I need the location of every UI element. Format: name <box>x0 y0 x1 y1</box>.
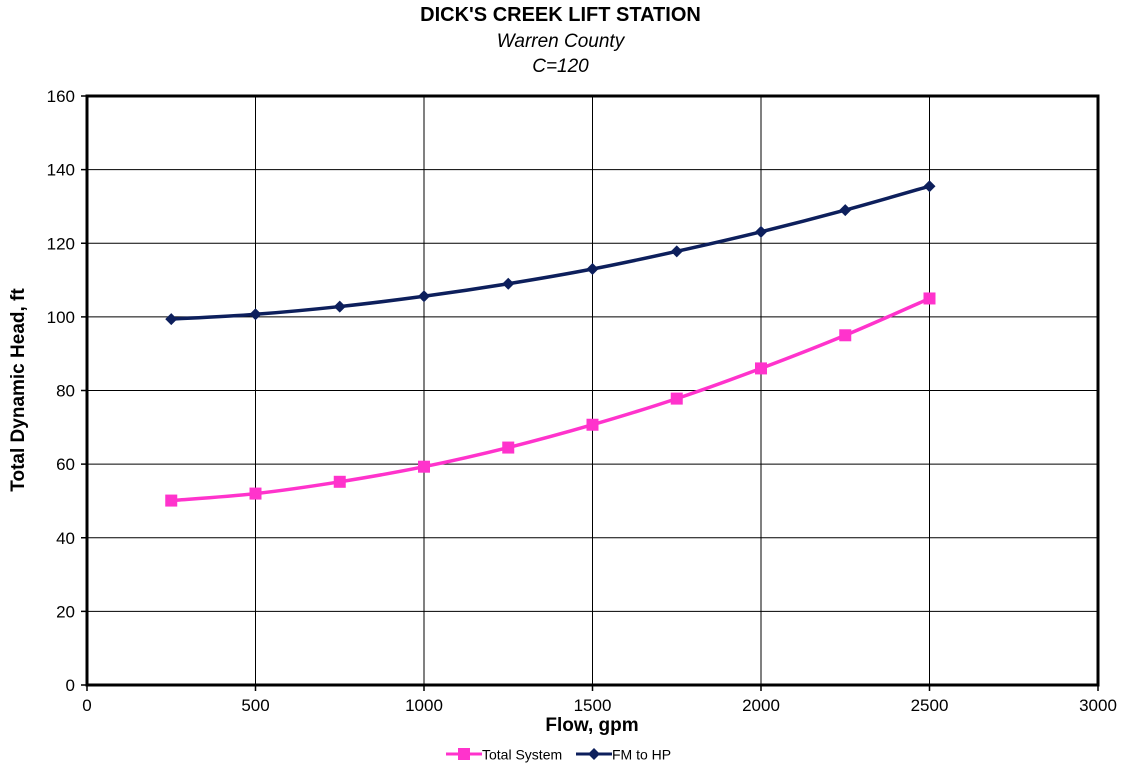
square-data-point <box>670 392 683 405</box>
line-chart: 0 20 40 60 80 100 120 140 160 0 500 1000 1500 2000 25… <box>8 87 1117 736</box>
square-data-point <box>839 329 852 342</box>
diamond-data-point <box>670 245 683 258</box>
y-tick-label: 20 <box>56 602 75 621</box>
x-axis-label: Flow, gpm <box>545 715 638 736</box>
series-line <box>171 296 931 503</box>
square-data-point <box>333 475 346 488</box>
y-tick-label: 140 <box>47 161 75 180</box>
series-group <box>165 180 936 507</box>
square-data-point <box>923 292 936 305</box>
grid-lines <box>87 96 1098 685</box>
chart-subtitle: Warren County <box>496 31 625 52</box>
square-data-point <box>502 441 515 454</box>
y-axis-label: Total Dynamic Head, ft <box>8 288 29 492</box>
chart-legend: Total System FM to HP <box>0 745 1121 765</box>
square-data-point <box>165 494 178 507</box>
x-tick-label: 1500 <box>574 696 612 715</box>
diamond-data-point <box>755 225 767 238</box>
y-tick-label: 100 <box>47 308 75 327</box>
y-tick-label: 40 <box>56 529 75 548</box>
x-tick-label: 500 <box>241 696 269 715</box>
diamond-data-point <box>839 204 852 217</box>
diamond-data-point <box>502 277 515 290</box>
y-tick-label: 160 <box>47 87 75 106</box>
y-tick-label: 60 <box>56 455 75 474</box>
square-data-point <box>755 362 767 375</box>
diamond-data-point <box>923 180 936 193</box>
x-tick-label: 2500 <box>911 696 949 715</box>
legend-swatch-marker <box>458 748 470 761</box>
legend-item: Total System <box>446 745 562 762</box>
diamond-data-point <box>165 313 178 326</box>
chart-title: DICK'S CREEK LIFT STATION <box>420 4 701 26</box>
diamond-data-point <box>249 308 262 321</box>
x-tick-label: 3000 <box>1079 696 1117 715</box>
x-tick-label: 1000 <box>405 696 443 715</box>
legend-swatch <box>576 748 612 761</box>
series-0 <box>165 292 936 507</box>
x-tick-label: 2000 <box>742 696 780 715</box>
diamond-data-point <box>418 290 430 303</box>
diamond-data-point <box>333 300 346 313</box>
y-tick-label: 0 <box>66 676 75 695</box>
series-1 <box>165 180 936 326</box>
y-tick-label: 120 <box>47 234 75 253</box>
y-tick-label: 80 <box>56 382 75 401</box>
x-axis-ticks: 0 500 1000 1500 2000 2500 3000 <box>82 685 1117 715</box>
square-data-point <box>418 460 430 473</box>
legend-swatch <box>446 748 482 761</box>
legend-swatch-marker <box>588 748 600 761</box>
diamond-data-point <box>586 263 599 276</box>
legend-label: FM to HP <box>612 746 672 763</box>
y-axis-ticks: 0 20 40 60 80 100 120 140 160 <box>47 87 87 695</box>
series-line <box>171 184 930 321</box>
square-data-point <box>249 487 262 500</box>
x-tick-label: 0 <box>82 696 91 715</box>
square-data-point <box>586 418 599 431</box>
chart-subtitle-2: C=120 <box>532 56 589 77</box>
legend-item: FM to HP <box>576 745 671 762</box>
legend-label: Total System <box>482 746 563 763</box>
